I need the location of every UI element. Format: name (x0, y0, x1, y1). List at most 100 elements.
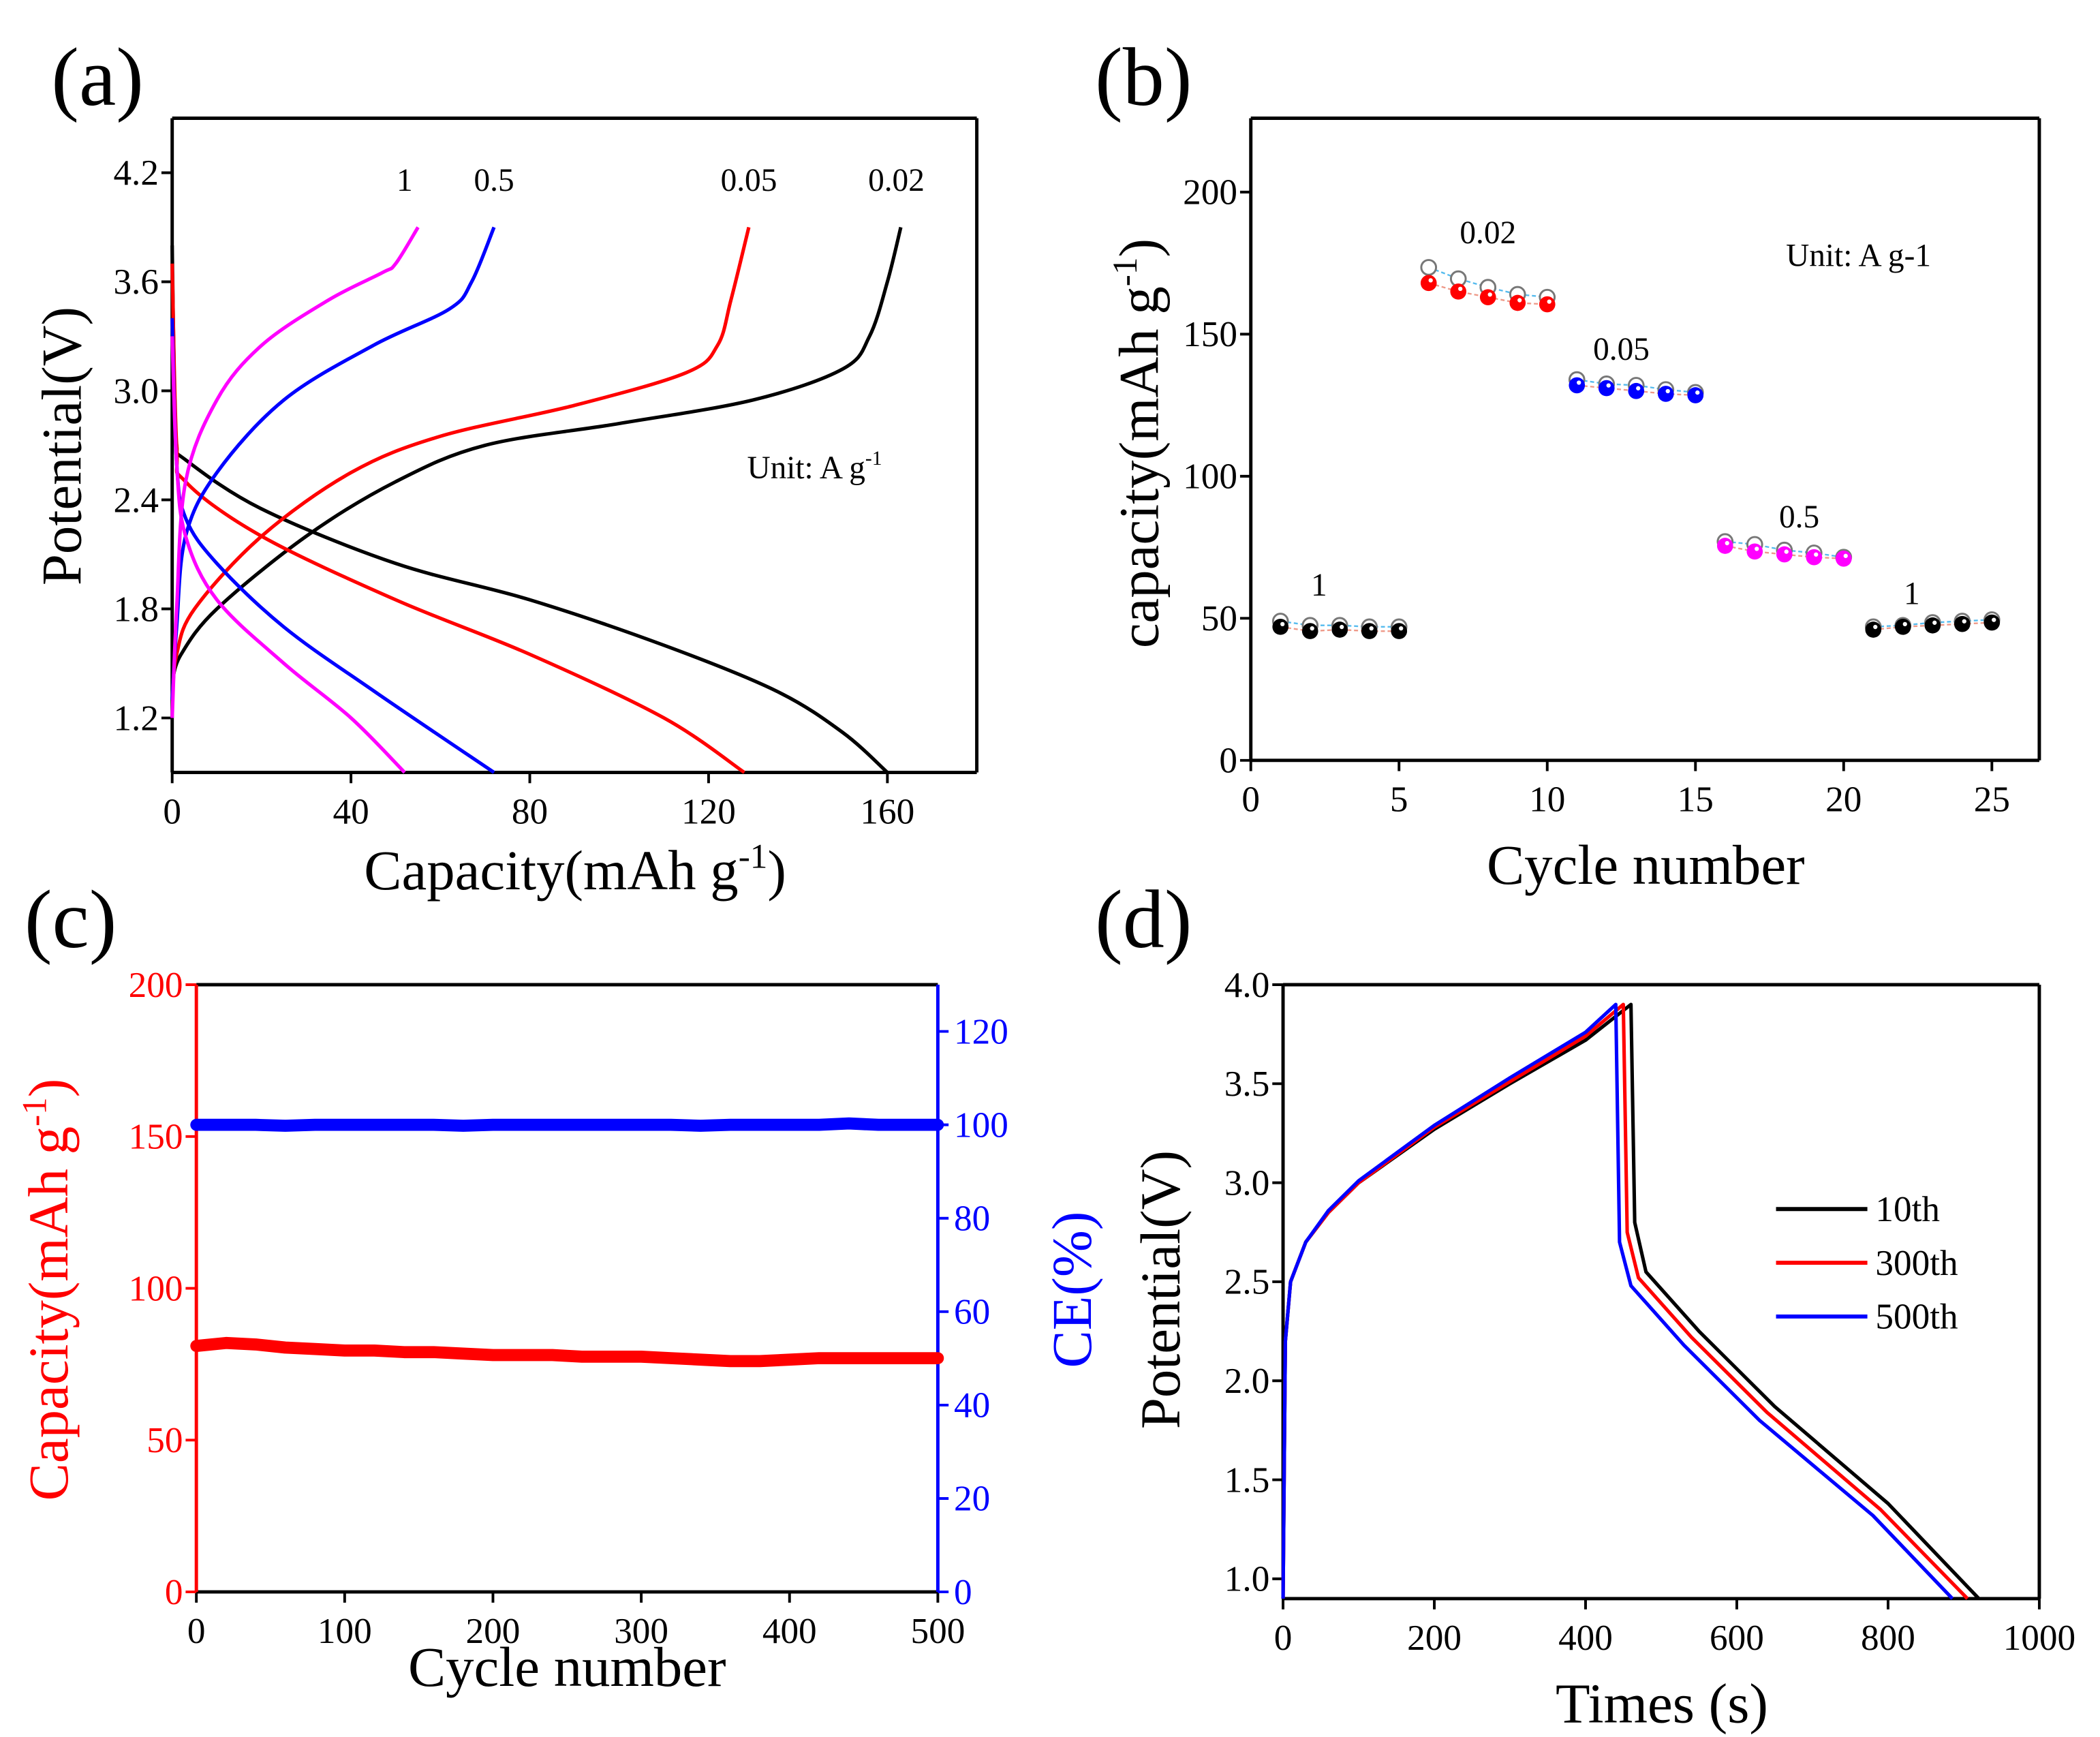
point-highlight (1992, 617, 1996, 622)
point-highlight (1280, 621, 1285, 627)
point-highlight (1547, 299, 1551, 304)
point-highlight (1784, 549, 1789, 554)
charge-point (1716, 538, 1733, 554)
charge-point (1687, 387, 1704, 403)
x-axis-title-b: Cycle number (1487, 833, 1805, 896)
point-highlight (1755, 547, 1759, 551)
x-axis-title-a: Capacity(mAh g-1) (364, 837, 786, 902)
panel-label-b: (b) (1095, 31, 1192, 123)
x-tick-label: 0 (1274, 1618, 1293, 1658)
y2-tick-label: 20 (954, 1479, 990, 1519)
x-tick-label: 200 (466, 1611, 521, 1651)
curve-label: 0.05 (721, 163, 777, 198)
rate-label: 0.05 (1593, 332, 1650, 367)
x-tick-label: 100 (318, 1611, 372, 1651)
panel-label-d: (d) (1095, 874, 1192, 966)
charge-point (1301, 623, 1318, 639)
legend-label: 300th (1875, 1243, 1958, 1283)
legend-label: 500th (1875, 1297, 1958, 1337)
series-Capacity (190, 1336, 944, 1368)
rate-label: 0.02 (1460, 215, 1516, 251)
y-tick-label: 2.0 (1224, 1361, 1270, 1401)
y-tick-label: 200 (1183, 172, 1237, 213)
charge-point (1598, 380, 1615, 397)
x-tick-label: 200 (1407, 1618, 1462, 1658)
y-tick-label: 1.8 (113, 589, 159, 629)
panel-c: (c) Cycle number Capacity(mAh g-1) CE(%)… (15, 874, 1103, 1698)
x-tick-label: 160 (860, 791, 914, 831)
x-tick-label: 300 (614, 1611, 668, 1651)
rate-label: 1 (1904, 576, 1920, 611)
x-axis-title-c: Cycle number (408, 1635, 726, 1698)
annotation-a: Unit: A g-1 (747, 448, 882, 486)
x-tick-label: 20 (1825, 780, 1862, 820)
charge-point (1954, 615, 1971, 632)
charge-point (1983, 614, 2001, 631)
panel-d: (d) Times (s) Potential(V) 0 200 400 600 800… (1095, 874, 2075, 1734)
charge-point (1539, 296, 1556, 313)
point-highlight (1843, 553, 1848, 558)
charge-point (1479, 289, 1496, 305)
y-tick-label: 4.2 (113, 153, 159, 193)
y2-tick-label: 100 (954, 1105, 1008, 1145)
rate-label: 1 (1311, 568, 1327, 603)
point-highlight (1665, 388, 1670, 394)
y-axis-title-b: capacity(mAh g-1) (1106, 239, 1171, 648)
x-tick-label: 10 (1529, 780, 1565, 820)
x-tick-label: 25 (1974, 780, 2010, 820)
charge-point (1361, 623, 1378, 639)
charge-point (1806, 549, 1823, 566)
y2-tick-label: 80 (954, 1198, 990, 1238)
y-tick-label: 3.0 (113, 371, 159, 411)
y-tick-label: 1.2 (113, 698, 159, 738)
panel-b: (b) Cycle number capacity(mAh g-1) 0 5 10 1… (1095, 31, 2041, 896)
x-tick-label: 500 (910, 1611, 965, 1651)
y2-axis-title-c: CE(%) (1040, 1212, 1103, 1368)
point-highlight (1695, 390, 1700, 395)
y-tick-label: 100 (1183, 457, 1237, 497)
series-CE (190, 1117, 944, 1132)
x-tick-label: 400 (762, 1611, 817, 1651)
y-tick-label: 1.5 (1224, 1460, 1270, 1500)
y-axis-title-d: Potential(V) (1129, 1150, 1192, 1429)
charge-point (1569, 377, 1586, 394)
charge-curve-0.05 (170, 226, 751, 701)
discharge-point (1420, 259, 1438, 276)
x-tick-label: 5 (1390, 780, 1408, 820)
point-highlight (1606, 383, 1611, 388)
charge-curve-0.02 (170, 226, 903, 683)
point-highlight (1517, 298, 1522, 303)
point-highlight (1310, 626, 1314, 631)
x-tick-label: 600 (1710, 1618, 1764, 1658)
charge-point (1391, 623, 1408, 639)
x-axis-title-d: Times (s) (1556, 1672, 1768, 1734)
x-tick-label: 1000 (2003, 1618, 2075, 1658)
point-highlight (1725, 540, 1729, 546)
charge-point (1894, 619, 1911, 635)
curve-500th (1281, 1002, 1954, 1600)
point-highlight (1428, 278, 1433, 283)
y2-tick-label: 120 (954, 1011, 1008, 1051)
y-tick-label: 2.4 (113, 480, 159, 520)
y-tick-label: 1.0 (1224, 1559, 1270, 1599)
point-highlight (1369, 626, 1374, 631)
point-highlight (1399, 626, 1404, 631)
rate-label: 0.5 (1779, 499, 1819, 535)
y-tick-label: 3.6 (113, 262, 159, 302)
x-tick-label: 800 (1861, 1618, 1915, 1658)
annotation-b: Unit: A g-1 (1786, 238, 1931, 273)
charge-point (1776, 546, 1793, 563)
discharge-curve-0.05 (170, 263, 745, 774)
charge-point (1746, 543, 1763, 560)
y-axis-title-c: Capacity(mAh g-1) (15, 1079, 80, 1501)
y-tick-label: 150 (129, 1117, 183, 1157)
x-tick-label: 120 (681, 791, 736, 831)
x-tick-label: 0 (187, 1611, 206, 1651)
discharge-curve-0.02 (170, 245, 889, 774)
charge-point (1420, 275, 1437, 292)
charge-point (1924, 617, 1941, 634)
panel-label-a: (a) (51, 31, 144, 123)
discharge-curve-1 (170, 336, 406, 774)
point-highlight (1873, 624, 1878, 630)
curve-10th (1281, 1002, 1981, 1600)
